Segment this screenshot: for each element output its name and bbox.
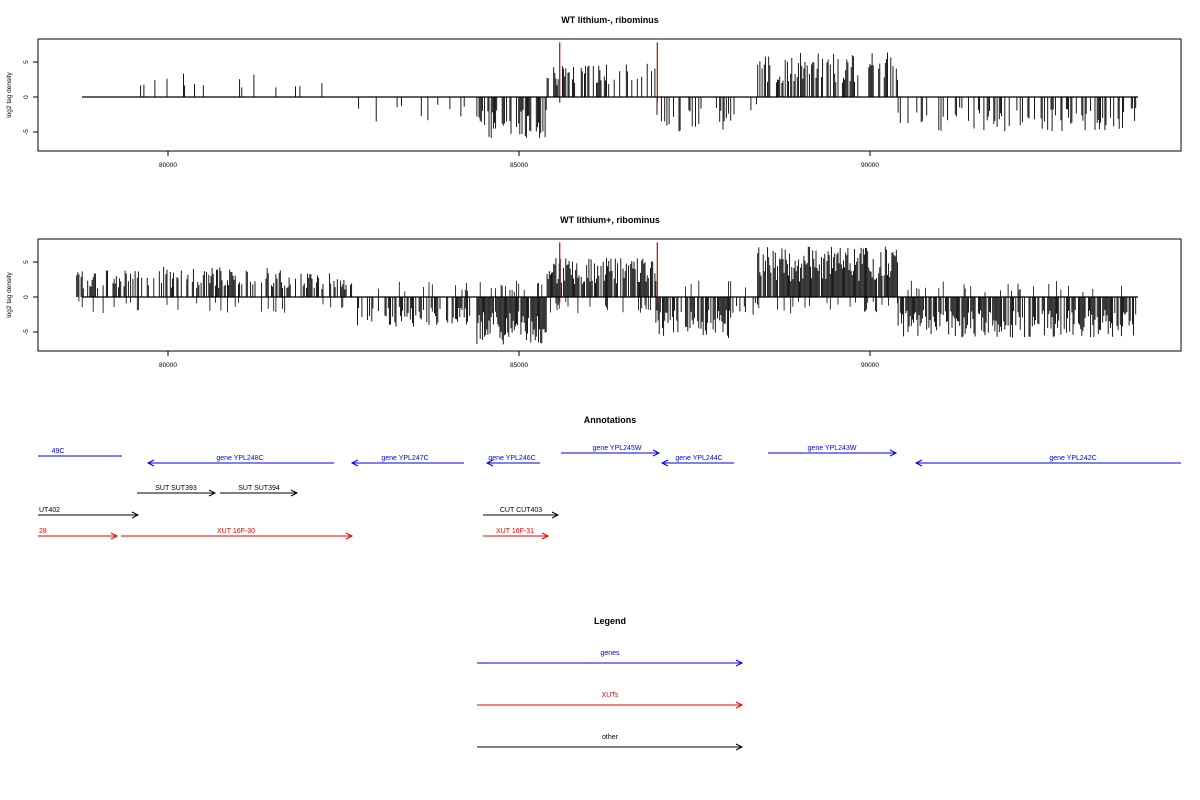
arrow-head-right: [889, 449, 898, 457]
annotation-feature: gene YPL247C: [350, 455, 464, 467]
x-axis: 80000 85000 90000: [159, 151, 879, 169]
arrow-head-right: [208, 489, 217, 497]
x-axis: 80000 85000 90000: [159, 351, 879, 369]
arrow-head-right: [290, 489, 299, 497]
plot-frame: [37, 238, 1182, 352]
arrow-head-right: [652, 449, 661, 457]
annotation-label: gene YPL245W: [593, 445, 642, 452]
legend-label: genes: [600, 650, 620, 657]
y-axis-label: log2 tag density: [6, 271, 13, 317]
annotation-feature: UT402: [38, 507, 140, 519]
annotation-feature: gene YPL244C: [660, 455, 734, 467]
density-bars: [140, 52, 1137, 138]
y-axis-label: log2 tag density: [6, 71, 13, 117]
annotation-feature: SUT SUT394: [220, 485, 299, 497]
legend-label: other: [602, 734, 619, 741]
annotation-label: gene YPL243W: [808, 445, 857, 452]
y-tick-label: 0: [23, 95, 30, 99]
annotation-feature: gene YPL248C: [146, 455, 334, 467]
annotation-feature: 28: [38, 528, 119, 540]
annotation-label: gene YPL244C: [675, 455, 722, 462]
annotations-track: Annotations 49C gene YPL248C gene YPL247C g…: [38, 415, 1181, 540]
legend-arrow-head: [735, 659, 744, 667]
annotation-label: CUT CUT403: [500, 507, 542, 514]
density-bars: [76, 246, 1137, 345]
annotation-feature: gene YPL242C: [914, 455, 1181, 467]
annotation-label: 49C: [52, 448, 65, 455]
arrow-head-right: [131, 511, 140, 519]
y-axis: 5 0 -5: [23, 260, 38, 335]
x-tick-label: 90000: [861, 362, 879, 369]
annotation-feature: SUT SUT393: [137, 485, 217, 497]
annotation-label: gene YPL242C: [1049, 455, 1096, 462]
annotation-label: SUT SUT393: [155, 485, 197, 492]
y-axis: 5 0 -5: [23, 60, 38, 135]
arrow-head-right: [551, 511, 560, 519]
annotation-feature: CUT CUT403: [483, 507, 560, 519]
red-peaks: [559, 42, 658, 103]
annotation-label: gene YPL248C: [216, 455, 263, 462]
annotation-label: UT402: [39, 507, 60, 514]
red-peaks: [559, 242, 658, 303]
annotation-label: SUT SUT394: [238, 485, 280, 492]
annotation-feature: gene YPL245W: [561, 445, 661, 457]
arrow-head-left: [350, 459, 359, 467]
x-tick-label: 85000: [510, 162, 528, 169]
panel-title: WT lithium+, ribominus: [560, 215, 660, 225]
legend-arrow-head: [735, 701, 744, 709]
panel-lithium-plus: WT lithium+, ribominus 80000 85000 90000 5…: [6, 215, 1182, 369]
annotation-feature: 49C: [38, 448, 122, 457]
annotation-feature: gene YPL246C: [485, 455, 540, 467]
legend-item-xuts: XUTs: [477, 692, 744, 709]
x-tick-label: 85000: [510, 362, 528, 369]
annotation-label: 28: [39, 528, 47, 535]
x-tick-label: 80000: [159, 362, 177, 369]
legend-arrow-head: [735, 743, 744, 751]
annotation-label: XUT 16F-30: [217, 528, 255, 535]
arrow-head-left: [660, 459, 669, 467]
x-tick-label: 90000: [861, 162, 879, 169]
annotation-label: gene YPL246C: [488, 455, 535, 462]
arrow-head-right: [541, 532, 550, 540]
panel-lithium-minus: WT lithium-, ribominus 80000 85000 90000 5…: [6, 15, 1182, 169]
annotation-feature: XUT 16F-31: [483, 528, 550, 540]
annotation-label: gene YPL247C: [381, 455, 428, 462]
annotation-label: XUT 16F-31: [496, 528, 534, 535]
annotations-title: Annotations: [584, 415, 637, 425]
arrow-head-left: [914, 459, 923, 467]
legend-label: XUTs: [602, 692, 619, 699]
legend-title: Legend: [594, 616, 626, 626]
legend: Legend genes XUTs other: [477, 616, 744, 751]
y-tick-label: 0: [23, 295, 30, 299]
y-tick-label: -5: [23, 329, 30, 335]
annotation-feature: XUT 16F-30: [121, 528, 354, 540]
legend-item-genes: genes: [477, 650, 744, 667]
legend-item-other: other: [477, 734, 744, 751]
arrow-head-left: [485, 459, 494, 467]
arrow-head-right: [110, 532, 119, 540]
plot-frame: [37, 38, 1182, 152]
panel-title: WT lithium-, ribominus: [561, 15, 659, 25]
arrow-head-right: [345, 532, 354, 540]
arrow-head-left: [146, 459, 155, 467]
y-tick-label: 5: [23, 260, 30, 264]
y-tick-label: -5: [23, 129, 30, 135]
y-tick-label: 5: [23, 60, 30, 64]
annotation-feature: gene YPL243W: [768, 445, 898, 457]
x-tick-label: 80000: [159, 162, 177, 169]
